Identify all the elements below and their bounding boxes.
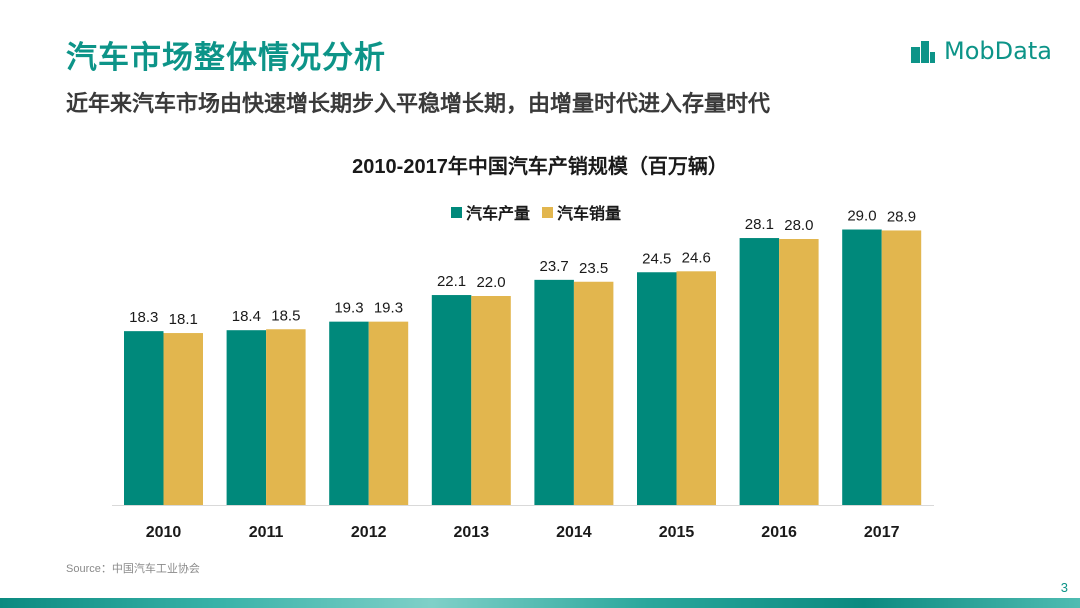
bar-production [124, 331, 164, 505]
data-label: 23.7 [540, 258, 569, 275]
data-label: 24.6 [682, 249, 711, 266]
legend-swatch-sales [542, 206, 554, 218]
x-tick-label: 2010 [146, 524, 182, 541]
data-label: 28.9 [887, 208, 916, 225]
footer-decor-bar [0, 598, 1080, 608]
x-tick-label: 2015 [659, 524, 695, 541]
bar-sales [471, 296, 511, 505]
data-label: 22.1 [437, 273, 466, 290]
bar-production [739, 238, 780, 506]
bar-sales [676, 271, 716, 505]
brand-name: MobData [944, 37, 1052, 65]
x-tick-label: 2016 [761, 524, 797, 541]
data-label: 23.5 [579, 260, 608, 277]
x-tick-label: 2017 [864, 524, 900, 541]
bar-sales [573, 281, 614, 505]
x-tick-label: 2012 [351, 524, 387, 541]
data-label: 18.3 [129, 309, 158, 326]
bar-sales [163, 333, 203, 505]
legend-label-production: 汽车产量 [466, 206, 531, 223]
legend-label-sales: 汽车销量 [557, 206, 622, 223]
brand-logo: MobData [910, 36, 1052, 66]
legend-swatch-production [451, 206, 462, 218]
legend-item-production: 汽车产量 [451, 200, 530, 224]
x-tick-label: 2011 [249, 524, 284, 541]
data-label: 18.4 [232, 308, 261, 325]
chart-legend: 汽车产量 汽车销量 [451, 200, 633, 224]
bar-sales [779, 239, 819, 505]
chart-title: 2010-2017年中国汽车产销规模（百万辆） [352, 156, 728, 178]
bar-sales [266, 329, 306, 505]
bar-sales [368, 321, 409, 505]
slide-subtitle: 近年来汽车市场由快速增长期步入平稳增长期，由增量时代进入存量时代 [66, 91, 771, 116]
bar-production [637, 272, 677, 505]
data-label: 28.1 [745, 216, 774, 233]
bar-production [842, 229, 882, 505]
x-tick-label: 2014 [556, 524, 592, 541]
legend-item-sales: 汽车销量 [542, 200, 621, 224]
bar-production [329, 321, 369, 505]
data-label: 18.1 [169, 311, 198, 328]
data-label: 19.3 [334, 300, 363, 317]
source-note: Source：中国汽车工业协会 [66, 563, 200, 575]
page-number: 3 [1060, 580, 1068, 595]
data-label: 28.0 [784, 217, 813, 234]
mobdata-logo-icon [911, 41, 935, 63]
data-label: 19.3 [374, 300, 403, 317]
bar-sales [881, 230, 922, 505]
data-label: 24.5 [642, 250, 671, 267]
data-label: 29.0 [847, 208, 876, 225]
bar-production [534, 279, 574, 505]
slide-title: 汽车市场整体情况分析 [66, 40, 386, 75]
data-label: 22.0 [476, 274, 505, 291]
data-label: 18.5 [271, 307, 300, 324]
x-tick-label: 2013 [454, 524, 490, 541]
bar-production [431, 295, 472, 505]
bar-production [226, 330, 267, 505]
